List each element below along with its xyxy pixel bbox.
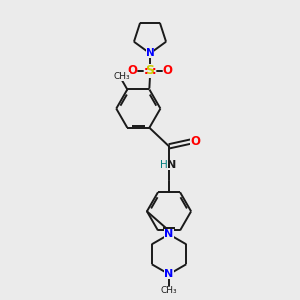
Text: N: N bbox=[146, 48, 154, 59]
Text: O: O bbox=[127, 64, 137, 77]
Text: N: N bbox=[164, 229, 174, 239]
Text: N: N bbox=[164, 269, 174, 279]
Text: :: : bbox=[143, 66, 148, 76]
Text: S: S bbox=[146, 64, 154, 77]
Text: O: O bbox=[190, 135, 200, 148]
Text: :: : bbox=[152, 66, 157, 76]
Text: H: H bbox=[160, 160, 167, 170]
Text: O: O bbox=[163, 64, 173, 77]
Text: N: N bbox=[167, 160, 177, 170]
Text: CH₃: CH₃ bbox=[113, 72, 130, 81]
Text: CH₃: CH₃ bbox=[161, 286, 177, 295]
